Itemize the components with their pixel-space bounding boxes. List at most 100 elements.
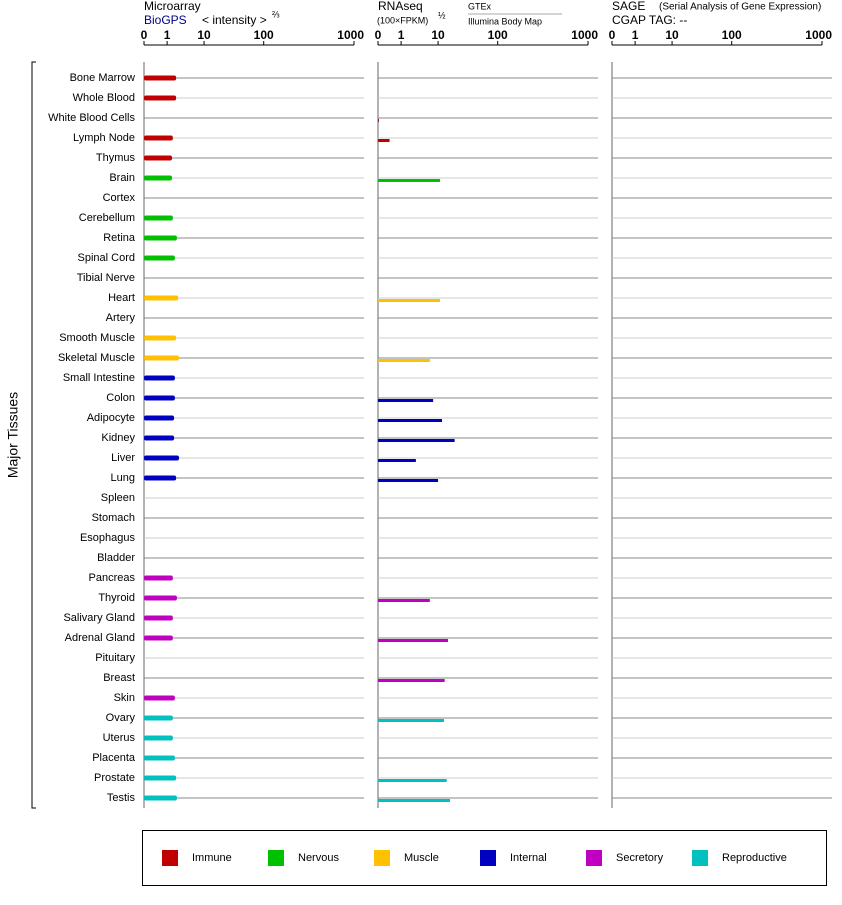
bar	[144, 455, 180, 461]
bar	[378, 799, 450, 802]
source: GTEx	[468, 1, 492, 11]
category-label: Bone Marrow	[70, 72, 135, 84]
category-label: Small Intestine	[63, 372, 135, 384]
bar	[144, 95, 177, 101]
source: BioGPS	[144, 13, 187, 27]
bracket	[31, 61, 36, 809]
bar	[144, 135, 173, 141]
bar	[378, 779, 447, 782]
legend-swatch	[480, 850, 496, 866]
bar	[144, 255, 175, 261]
category-label: Retina	[103, 232, 136, 244]
category-label: Artery	[106, 312, 136, 324]
bar	[144, 235, 177, 241]
legend-swatch	[162, 850, 178, 866]
bar	[144, 295, 179, 301]
category-label: Ovary	[106, 712, 136, 724]
category-label: Lung	[111, 472, 135, 484]
category-label: Spleen	[101, 492, 135, 504]
category-label: Thymus	[96, 152, 136, 164]
x-tick-label: 10	[665, 28, 679, 42]
x-tick-label: 1	[632, 28, 639, 42]
category-label: Kidney	[101, 432, 135, 444]
x-tick-label: 0	[609, 28, 616, 42]
category-label: Liver	[111, 452, 135, 464]
legend-label: Reproductive	[722, 852, 787, 864]
category-label: Uterus	[103, 732, 136, 744]
category-label: Cerebellum	[79, 212, 135, 224]
panel-title: SAGE	[612, 0, 645, 13]
x-tick-label: 100	[722, 28, 742, 42]
category-label: Skeletal Muscle	[58, 352, 135, 364]
panel-title: RNAseq	[378, 0, 423, 13]
category-label: Placenta	[92, 752, 136, 764]
category-label: Stomach	[92, 512, 135, 524]
category-label: Adipocyte	[87, 412, 135, 424]
legend-swatch	[374, 850, 390, 866]
x-tick-label: 1	[398, 28, 405, 42]
x-tick-label: 100	[488, 28, 508, 42]
x-tick-label: 1000	[805, 28, 832, 42]
bar	[144, 215, 173, 221]
y-axis-label: Major Tissues	[5, 392, 21, 478]
category-label: Testis	[107, 792, 136, 804]
bar	[144, 175, 173, 181]
category-label: Bladder	[97, 552, 135, 564]
bar	[378, 439, 455, 442]
bar	[378, 299, 441, 302]
category-label: Whole Blood	[73, 92, 135, 104]
category-label: Pancreas	[89, 572, 136, 584]
bar	[378, 719, 445, 722]
bar	[144, 355, 180, 361]
bar	[378, 399, 434, 402]
unit: < intensity >	[202, 13, 267, 27]
bar	[144, 635, 173, 641]
bar	[378, 599, 430, 602]
x-tick-label: 0	[141, 28, 148, 42]
bar	[144, 155, 173, 161]
bar	[144, 755, 175, 761]
bar	[378, 359, 430, 362]
category-label: Prostate	[94, 772, 135, 784]
bar	[378, 459, 416, 462]
x-tick-label: 1000	[337, 28, 364, 42]
legend-swatch	[692, 850, 708, 866]
unit-power: ⅔	[272, 9, 280, 19]
category-label: Salivary Gland	[63, 612, 135, 624]
bar	[378, 639, 448, 642]
x-tick-label: 1	[164, 28, 171, 42]
bar	[378, 139, 390, 142]
x-tick-label: 10	[431, 28, 445, 42]
legend-label: Secretory	[616, 852, 664, 864]
bar	[144, 615, 173, 621]
category-label: Skin	[114, 692, 135, 704]
unit: (100×FPKM)	[377, 15, 428, 25]
legend-swatch	[268, 850, 284, 866]
bar	[144, 435, 175, 441]
category-label: Heart	[108, 292, 135, 304]
bar	[144, 735, 173, 741]
bar	[144, 75, 177, 81]
bar	[144, 415, 175, 421]
category-label: Cortex	[103, 192, 136, 204]
category-label: Lymph Node	[73, 132, 135, 144]
category-label: Spinal Cord	[78, 252, 135, 264]
bar	[144, 335, 177, 341]
bar	[144, 795, 177, 801]
category-label: Brain	[109, 172, 135, 184]
bar	[144, 775, 177, 781]
bar	[144, 715, 173, 721]
source: (Serial Analysis of Gene Expression)	[659, 2, 821, 13]
bar	[378, 679, 445, 682]
unit: CGAP TAG: --	[612, 13, 687, 27]
category-label: Thyroid	[98, 592, 135, 604]
legend-box	[142, 830, 827, 886]
bar	[144, 595, 177, 601]
x-tick-label: 0	[375, 28, 382, 42]
category-label: Tibial Nerve	[77, 272, 135, 284]
category-label: Pituitary	[95, 652, 135, 664]
bar	[144, 475, 177, 481]
category-label: White Blood Cells	[48, 112, 135, 124]
unit-power: ½	[438, 10, 446, 20]
